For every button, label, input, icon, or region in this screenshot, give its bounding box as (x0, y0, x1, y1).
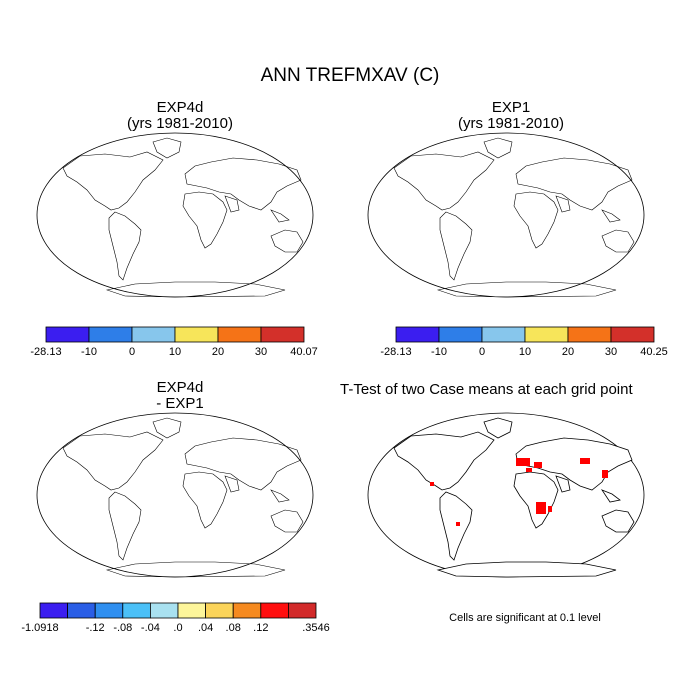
colorbar-tick-label: -10 (431, 346, 447, 358)
colorbar-tick-label: 20 (562, 346, 574, 358)
colorbar-tick-label: 40.07 (290, 346, 318, 358)
colorbar-tick-label: -.08 (113, 622, 132, 634)
map-difference (36, 412, 314, 578)
panel-ttest-title: T-Test of two Case means at each grid po… (340, 381, 633, 398)
colorbar-difference: -1.0918 -.12 -.08 -.04 .0 .04 .08 .12 .3546 (21, 602, 330, 634)
colorbar-tick-label: 0 (129, 346, 135, 358)
colorbar-swatch (45, 326, 90, 343)
colorbar-tick-label: .0 (173, 622, 182, 634)
colorbar-tick-label: 40.25 (640, 346, 668, 358)
colorbar-tick-label: -10 (81, 346, 97, 358)
colorbar-swatch (88, 326, 133, 343)
figure-title: ANN TREFMXAV (C) (260, 65, 440, 86)
colorbar-swatch (205, 602, 234, 619)
colorbar-swatch (438, 326, 483, 343)
significant-cells (430, 458, 608, 526)
colorbar-swatch (122, 602, 151, 619)
colorbar-tick-label: 10 (169, 346, 181, 358)
panel-diff-subtitle: - EXP1 (156, 395, 204, 412)
panel-exp1-title: EXP1 (491, 99, 531, 116)
colorbar-tick-label: -1.0918 (21, 622, 58, 634)
colorbar-swatch (287, 602, 317, 619)
colorbar-swatch (481, 326, 526, 343)
colorbar-tick-label: 20 (212, 346, 224, 358)
colorbar-swatch (149, 602, 179, 619)
colorbar-tick-label: 0 (479, 346, 485, 358)
colorbar-swatch (260, 326, 305, 343)
colorbar-exp1: -28.13 -10 0 10 20 30 40.25 (380, 326, 668, 358)
colorbar-tick-label: .04 (198, 622, 213, 634)
panel-diff-title: EXP4d (156, 379, 204, 396)
colorbar-swatch (217, 326, 262, 343)
colorbar-exp4d: -28.13 -10 0 10 20 30 40.07 (30, 326, 318, 358)
map-exp4d (36, 132, 314, 298)
significance-note: Cells are significant at 0.1 level (449, 612, 601, 624)
colorbar-swatch (39, 602, 69, 619)
panel-exp1-subtitle: (yrs 1981-2010) (458, 115, 564, 132)
colorbar-swatch (67, 602, 96, 619)
colorbar-tick-label: .3546 (302, 622, 330, 634)
colorbar-swatch (567, 326, 612, 343)
map-ttest (368, 413, 644, 577)
colorbar-tick-label: -28.13 (30, 346, 61, 358)
colorbar-swatch (131, 326, 176, 343)
colorbar-swatch (94, 602, 124, 619)
colorbar-tick-label: .08 (226, 622, 241, 634)
colorbar-tick-label: 30 (255, 346, 267, 358)
colorbar-swatch (260, 602, 289, 619)
colorbar-swatch (174, 326, 219, 343)
colorbar-tick-label: -.04 (141, 622, 160, 634)
colorbar-tick-label: 30 (605, 346, 617, 358)
panel-exp4d-title: EXP4d (156, 99, 204, 116)
colorbar-swatch (524, 326, 569, 343)
colorbar-swatch (232, 602, 262, 619)
colorbar-swatch (177, 602, 207, 619)
colorbar-tick-label: 10 (519, 346, 531, 358)
colorbar-tick-label: -.12 (86, 622, 105, 634)
colorbar-tick-label: -28.13 (380, 346, 411, 358)
map-exp1 (367, 132, 645, 298)
panel-exp4d-subtitle: (yrs 1981-2010) (127, 115, 233, 132)
colorbar-swatch (610, 326, 655, 343)
colorbar-swatch (395, 326, 440, 343)
colorbar-tick-label: .12 (253, 622, 268, 634)
